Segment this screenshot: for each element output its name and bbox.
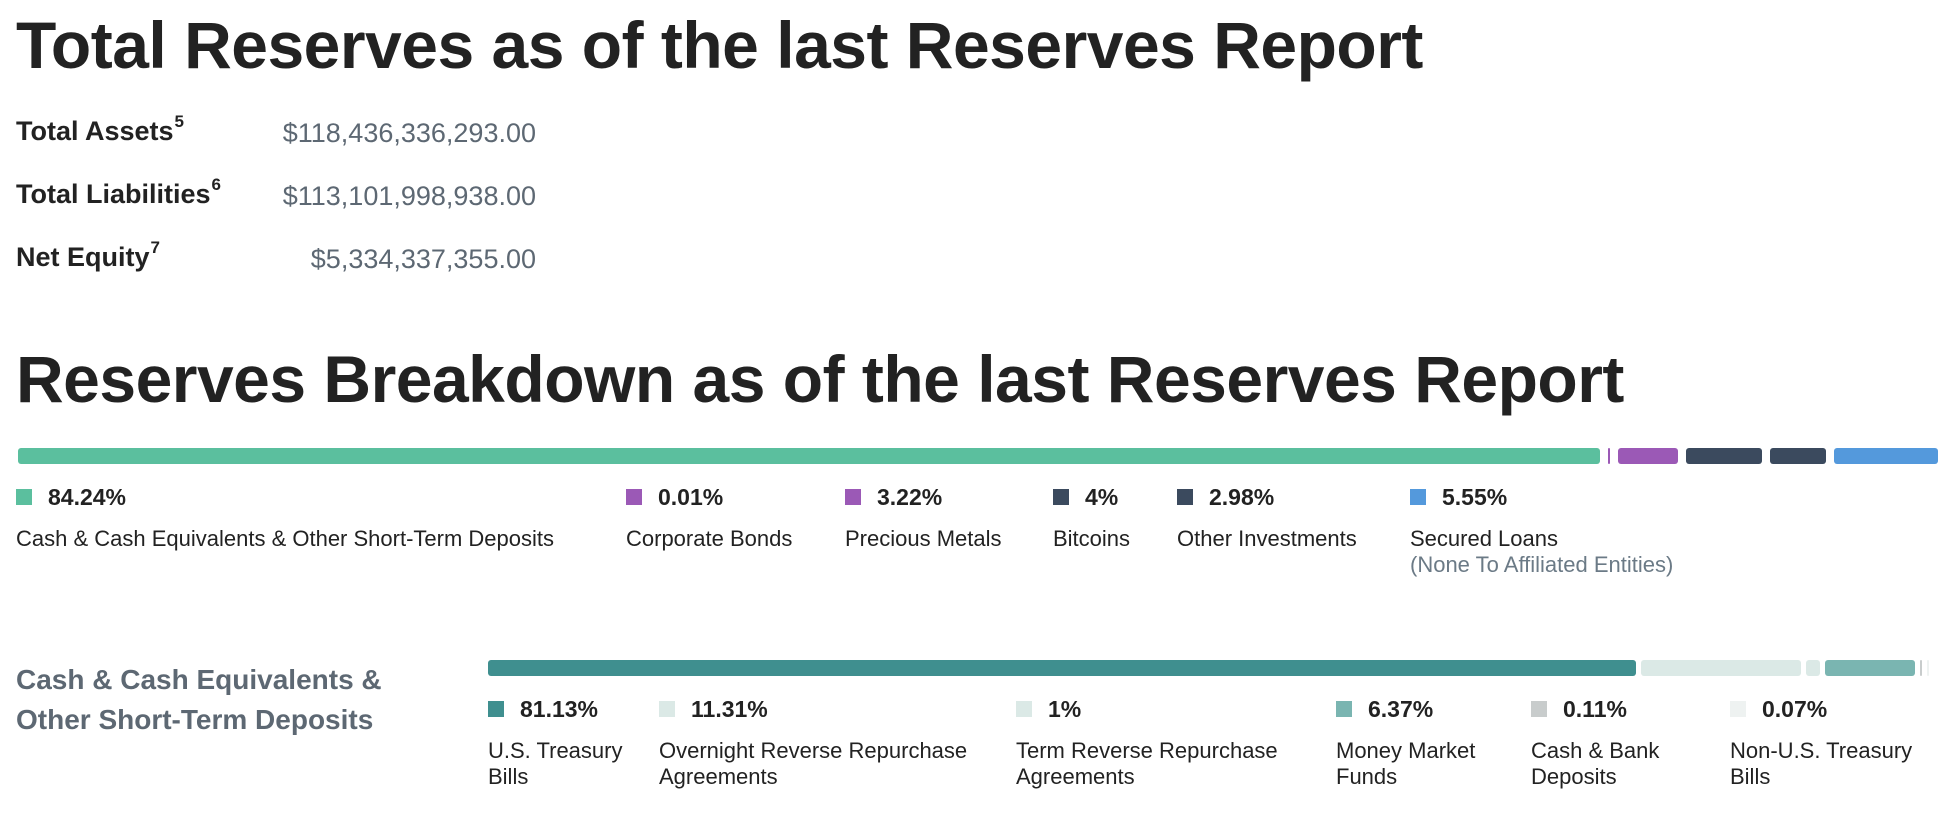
- total-liabilities-row: Total Liabilities6 $113,101,998,938.00: [16, 171, 536, 234]
- legend-label-text: Money Market Funds: [1336, 738, 1476, 789]
- bar-segment-u-s-treasury-bills[interactable]: [488, 660, 1637, 676]
- legend-label-text: Precious Metals: [845, 526, 1002, 551]
- bar-segment-other-investments[interactable]: [1769, 448, 1826, 464]
- legend-percentage: 81.13%: [520, 696, 599, 722]
- legend-swatch: [659, 701, 675, 717]
- legend-swatch: [845, 489, 861, 505]
- legend-label-text: Non-U.S. Treasury Bills: [1730, 738, 1913, 789]
- legend-swatch: [1531, 701, 1547, 717]
- totals-table: Total Assets5 $118,436,336,293.00 Total …: [16, 108, 536, 297]
- legend-percentage: 11.31%: [691, 696, 768, 722]
- legend-sublabel: (None To Affiliated Entities): [1410, 552, 1674, 577]
- bar-segment-precious-metals[interactable]: [1618, 448, 1679, 464]
- total-liabilities-label: Total Liabilities6: [16, 175, 221, 210]
- reserves-breakdown-title: Reserves Breakdown as of the last Reserv…: [16, 342, 1624, 416]
- bar-segment-bitcoins[interactable]: [1686, 448, 1762, 464]
- legend-percentage: 3.22%: [877, 484, 943, 510]
- legend-label: Cash & Cash Equivalents & Other Short-Te…: [16, 526, 616, 552]
- legend-label-text: Other Investments: [1177, 526, 1357, 551]
- legend-label-text: Secured Loans: [1410, 526, 1558, 551]
- total-assets-label: Total Assets5: [16, 112, 184, 147]
- legend-label: Corporate Bonds: [626, 526, 836, 552]
- bar-segment-non-u-s-treasury-bills[interactable]: [1927, 660, 1930, 676]
- bar-segment-corporate-bonds[interactable]: [1608, 448, 1611, 464]
- legend-percentage: 6.37%: [1368, 696, 1434, 722]
- net-equity-label-text: Net Equity: [16, 242, 150, 272]
- legend-swatch: [1730, 701, 1746, 717]
- legend-label: Precious Metals: [845, 526, 1045, 552]
- legend-label-text: Bitcoins: [1053, 526, 1131, 551]
- total-liabilities-footnote[interactable]: 6: [211, 175, 221, 194]
- total-reserves-title: Total Reserves as of the last Reserves R…: [16, 8, 1423, 82]
- legend-label: Secured Loans (None To Affiliated Entitie…: [1410, 526, 1910, 578]
- legend-percentage: 0.07%: [1762, 696, 1828, 722]
- bar-segment-cash-and-cash-equivalents-and-other-short-term-deposits[interactable]: [18, 448, 1601, 464]
- bar-segment-cash-and-bank-deposits[interactable]: [1920, 660, 1923, 676]
- legend-label-text: Cash & Bank Deposits: [1531, 738, 1660, 789]
- legend-label: Money Market Funds: [1336, 738, 1526, 790]
- legend-label: Overnight Reverse Repurchase Agreements: [659, 738, 1009, 790]
- legend-swatch: [1177, 489, 1193, 505]
- total-assets-footnote[interactable]: 5: [174, 112, 185, 131]
- bar-segment-overnight-reverse-repurchase-agreements[interactable]: [1641, 660, 1802, 676]
- legend-swatch: [16, 489, 32, 505]
- total-assets-row: Total Assets5 $118,436,336,293.00: [16, 108, 536, 171]
- total-liabilities-value: $113,101,998,938.00: [282, 181, 536, 211]
- legend-swatch: [626, 489, 642, 505]
- net-equity-value: $5,334,337,355.00: [310, 244, 536, 274]
- legend-percentage: 0.11%: [1563, 696, 1627, 722]
- legend-swatch: [488, 701, 504, 717]
- legend-label: Cash & Bank Deposits: [1531, 738, 1721, 790]
- legend-label: Bitcoins: [1053, 526, 1173, 552]
- legend-label: Non-U.S. Treasury Bills: [1730, 738, 1940, 790]
- legend-label: U.S. Treasury Bills: [488, 738, 648, 790]
- legend-label-text: Overnight Reverse Repurchase Agreements: [659, 738, 968, 789]
- legend-label-text: Cash & Cash Equivalents & Other Short-Te…: [16, 526, 555, 551]
- legend-label: Term Reverse Repurchase Agreements: [1016, 738, 1326, 790]
- legend-percentage: 0.01%: [658, 484, 724, 510]
- legend-percentage: 2.98%: [1209, 484, 1275, 510]
- legend-percentage: 1%: [1048, 696, 1082, 722]
- legend-swatch: [1410, 489, 1426, 505]
- legend-label-text: Term Reverse Repurchase Agreements: [1016, 738, 1278, 789]
- cash-equivalents-bar: [488, 660, 1930, 676]
- legend-label: Other Investments: [1177, 526, 1407, 552]
- legend-label-text: U.S. Treasury Bills: [488, 738, 623, 789]
- cash-equivalents-section-label: Cash & Cash Equivalents & Other Short-Te…: [16, 664, 382, 735]
- legend-percentage: 5.55%: [1442, 484, 1508, 510]
- net-equity-footnote[interactable]: 7: [150, 238, 160, 257]
- total-assets-value: $118,436,336,293.00: [282, 118, 536, 148]
- legend-swatch: [1016, 701, 1032, 717]
- net-equity-label: Net Equity7: [16, 238, 160, 273]
- net-equity-row: Net Equity7 $5,334,337,355.00: [16, 234, 536, 297]
- legend-swatch: [1336, 701, 1352, 717]
- total-liabilities-label-text: Total Liabilities: [16, 179, 211, 209]
- bar-segment-money-market-funds[interactable]: [1825, 660, 1916, 676]
- legend-percentage: 84.24%: [48, 484, 127, 510]
- legend-label-text: Corporate Bonds: [626, 526, 793, 551]
- bar-segment-term-reverse-repurchase-agreements[interactable]: [1806, 660, 1821, 676]
- legend-swatch: [1053, 489, 1069, 505]
- reserves-breakdown-bar: [18, 448, 1938, 464]
- legend-percentage: 4%: [1085, 484, 1119, 510]
- bar-segment-secured-loans[interactable]: [1833, 448, 1938, 464]
- total-assets-label-text: Total Assets: [16, 116, 174, 146]
